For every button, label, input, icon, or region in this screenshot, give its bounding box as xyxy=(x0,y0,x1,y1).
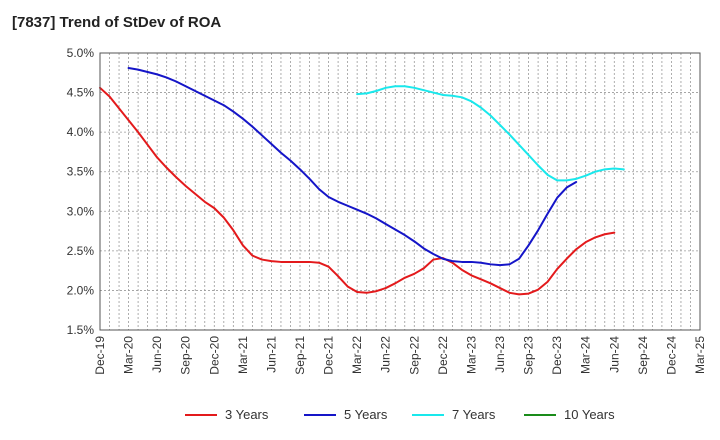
y-tick-label: 4.5% xyxy=(67,86,95,100)
legend-label: 3 Years xyxy=(225,407,269,422)
x-tick-label: Jun-22 xyxy=(379,336,393,373)
x-tick-label: Mar-21 xyxy=(236,336,250,374)
x-tick-label: Jun-23 xyxy=(493,336,507,373)
x-tick-label: Jun-21 xyxy=(264,336,278,373)
x-tick-label: Dec-22 xyxy=(436,336,450,375)
x-tick-label: Sep-24 xyxy=(636,336,650,375)
legend-label: 10 Years xyxy=(564,407,615,422)
y-tick-label: 2.5% xyxy=(67,244,95,258)
y-tick-label: 2.0% xyxy=(67,283,95,297)
x-tick-label: Jun-24 xyxy=(607,336,621,373)
legend-label: 7 Years xyxy=(452,407,496,422)
y-tick-label: 3.0% xyxy=(67,204,95,218)
plot-area-frame xyxy=(99,52,701,331)
x-tick-label: Sep-23 xyxy=(522,336,536,375)
x-tick-label: Mar-25 xyxy=(693,336,707,374)
x-tick-label: Dec-20 xyxy=(207,336,221,375)
y-tick-label: 5.0% xyxy=(67,46,95,60)
y-tick-label: 1.5% xyxy=(67,323,95,337)
x-tick-label: Mar-24 xyxy=(579,336,593,374)
y-tick-label: 4.0% xyxy=(67,125,95,139)
x-tick-label: Dec-23 xyxy=(550,336,564,375)
x-tick-label: Mar-23 xyxy=(464,336,478,374)
x-tick-label: Dec-21 xyxy=(322,336,336,375)
y-tick-labels: 1.5% 2.0% 2.5% 3.0% 3.5% 4.0% 4.5% 5.0% xyxy=(67,46,95,337)
x-tick-label: Jun-20 xyxy=(150,336,164,373)
x-tick-label: Mar-20 xyxy=(122,336,136,374)
x-tick-label: Dec-24 xyxy=(664,336,678,375)
x-tick-label: Sep-21 xyxy=(293,336,307,375)
series-line-3-years xyxy=(99,86,616,296)
chart-title: [7837] Trend of StDev of ROA xyxy=(12,14,222,31)
x-tick-label: Sep-20 xyxy=(179,336,193,375)
x-tick-label: Sep-22 xyxy=(407,336,421,375)
grid xyxy=(100,53,700,330)
series-line-5-years xyxy=(127,67,578,267)
x-tick-label: Mar-22 xyxy=(350,336,364,374)
y-tick-label: 3.5% xyxy=(67,165,95,179)
x-tick-labels: Dec-19 Mar-20 Jun-20 Sep-20 Dec-20 Mar-21 Jun-… xyxy=(93,336,707,375)
series-lines xyxy=(99,67,625,296)
legend: 3 Years 5 Years 7 Years 10 Years xyxy=(185,407,615,422)
legend-label: 5 Years xyxy=(344,407,388,422)
series-line-7-years xyxy=(356,85,625,182)
x-tick-label: Dec-19 xyxy=(93,336,107,375)
